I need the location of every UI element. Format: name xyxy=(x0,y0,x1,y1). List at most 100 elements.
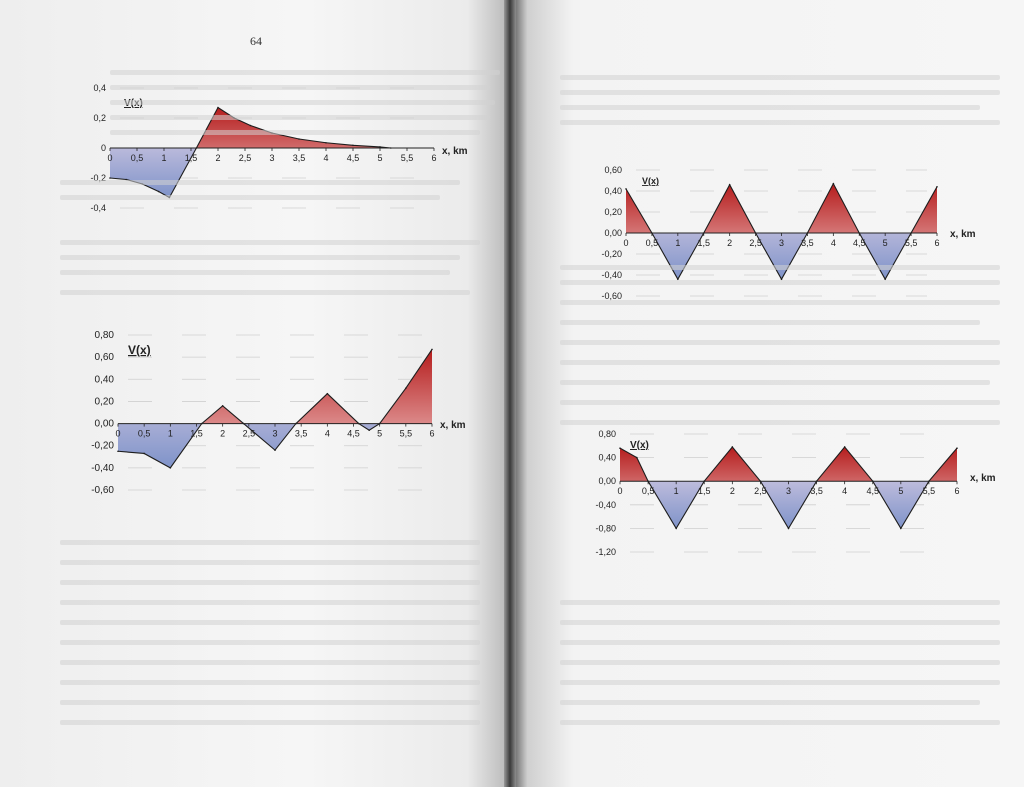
x-tick-label: 6 xyxy=(431,153,436,163)
background-text-line xyxy=(560,600,1000,605)
data-point xyxy=(217,106,219,109)
background-text-line xyxy=(60,660,480,665)
background-text-line xyxy=(110,85,490,90)
y-tick-label: -0,60 xyxy=(91,485,114,496)
y-tick-label: 0 xyxy=(101,143,106,153)
background-text-line xyxy=(560,300,1000,305)
data-point xyxy=(117,450,119,453)
series-negative-area xyxy=(110,148,391,198)
x-tick-label: 1,5 xyxy=(698,486,711,496)
data-point xyxy=(405,387,407,389)
data-point xyxy=(169,467,172,469)
data-point xyxy=(431,348,433,351)
x-tick-label: 4,5 xyxy=(866,486,879,496)
x-tick-label: 1 xyxy=(674,486,679,496)
x-tick-label: 3,5 xyxy=(801,238,814,248)
data-point xyxy=(936,186,938,188)
x-tick-label: 1,5 xyxy=(185,153,198,163)
x-tick-label: 3,5 xyxy=(293,153,306,163)
x-tick-label: 3 xyxy=(779,238,784,248)
y-tick-label: -0,40 xyxy=(91,463,114,474)
chart-3: 0 0,5 1 1,5 2 2,5 3 3,5 4 4,5 5 5,5 6 0,60 0,40 0,20 0,0… xyxy=(601,165,976,301)
data-point xyxy=(625,188,627,190)
background-text-line xyxy=(560,105,980,110)
background-text-line xyxy=(60,600,480,605)
background-text-line xyxy=(560,360,1000,365)
x-axis-title: x, km xyxy=(440,420,466,431)
x-tick-label: 2 xyxy=(730,486,735,496)
x-tick-label: 5 xyxy=(898,486,903,496)
data-point xyxy=(143,452,145,455)
y-tick-label: 0,20 xyxy=(95,396,115,407)
y-tick-label: 0,00 xyxy=(598,476,616,486)
x-axis-title: x, km xyxy=(970,473,996,484)
data-point xyxy=(787,527,790,530)
background-text-line xyxy=(110,115,490,120)
data-point xyxy=(956,447,958,449)
x-tick-label: 4 xyxy=(323,153,328,163)
x-tick-label: 3 xyxy=(269,153,274,163)
data-point xyxy=(636,456,638,459)
y-tick-label: -0,60 xyxy=(601,291,622,301)
x-tick-label: 4,5 xyxy=(347,153,360,163)
x-tick-label: 6 xyxy=(429,429,434,439)
y-tick-label: 0,40 xyxy=(95,374,115,385)
y-tick-label: 0,40 xyxy=(598,453,616,463)
data-point xyxy=(900,527,902,530)
data-point xyxy=(326,392,329,395)
background-text-line xyxy=(560,680,1000,685)
x-tick-label: 2 xyxy=(220,429,225,439)
background-text-line xyxy=(60,195,440,200)
data-point xyxy=(731,446,734,448)
background-text-line xyxy=(560,420,1000,425)
data-point xyxy=(843,446,846,448)
background-text-line xyxy=(60,180,460,185)
series-line xyxy=(117,349,433,469)
x-tick-label: 4 xyxy=(831,238,836,248)
y-tick-label: 0,4 xyxy=(93,83,106,93)
data-point xyxy=(368,429,371,432)
x-tick-label: 0 xyxy=(115,429,120,439)
data-point xyxy=(221,405,224,407)
background-text-line xyxy=(60,560,480,565)
background-text-line xyxy=(560,620,1000,625)
data-point xyxy=(298,138,300,140)
data-point xyxy=(157,190,160,193)
y-axis-title: V(x) xyxy=(642,176,659,186)
series-negative-area xyxy=(118,423,380,468)
x-tick-label: 2 xyxy=(215,153,220,163)
chart-4: 0 0,5 1 1,5 2 2,5 3 3,5 4 4,5 5 5,5 6 0,80 0,40 0,00 -0,… xyxy=(595,429,996,557)
x-tick-label: 0,5 xyxy=(131,153,144,163)
data-point xyxy=(325,141,327,144)
x-tick-label: 2,5 xyxy=(754,486,767,496)
data-point xyxy=(352,144,354,147)
data-point xyxy=(379,146,381,148)
data-point xyxy=(832,182,835,185)
series-line xyxy=(619,446,958,530)
x-tick-label: 4 xyxy=(842,486,847,496)
y-tick-label: -0,20 xyxy=(91,441,114,452)
data-point xyxy=(884,278,886,280)
background-text-line xyxy=(560,400,1000,405)
x-tick-label: 0,5 xyxy=(646,238,659,248)
y-tick-label: -0,2 xyxy=(90,173,106,183)
background-text-line xyxy=(110,130,480,135)
y-tick-label: 0,00 xyxy=(95,419,115,430)
background-text-line xyxy=(560,265,1000,270)
x-axis-title: x, km xyxy=(950,229,976,240)
x-tick-label: 2,5 xyxy=(749,238,762,248)
background-text-line xyxy=(110,100,495,105)
background-text-line xyxy=(60,255,460,260)
x-tick-label: 1 xyxy=(675,238,680,248)
x-tick-label: 4 xyxy=(325,429,330,439)
y-tick-label: 0,60 xyxy=(604,165,622,175)
y-axis-title: V(x) xyxy=(630,440,649,451)
x-tick-label: 3 xyxy=(272,429,277,439)
x-tick-label: 1,5 xyxy=(697,238,710,248)
background-text-line xyxy=(560,320,980,325)
y-tick-label: -0,80 xyxy=(595,523,616,533)
y-tick-label: -0,4 xyxy=(90,203,106,213)
background-text-line xyxy=(560,660,1000,665)
data-point xyxy=(109,177,111,179)
